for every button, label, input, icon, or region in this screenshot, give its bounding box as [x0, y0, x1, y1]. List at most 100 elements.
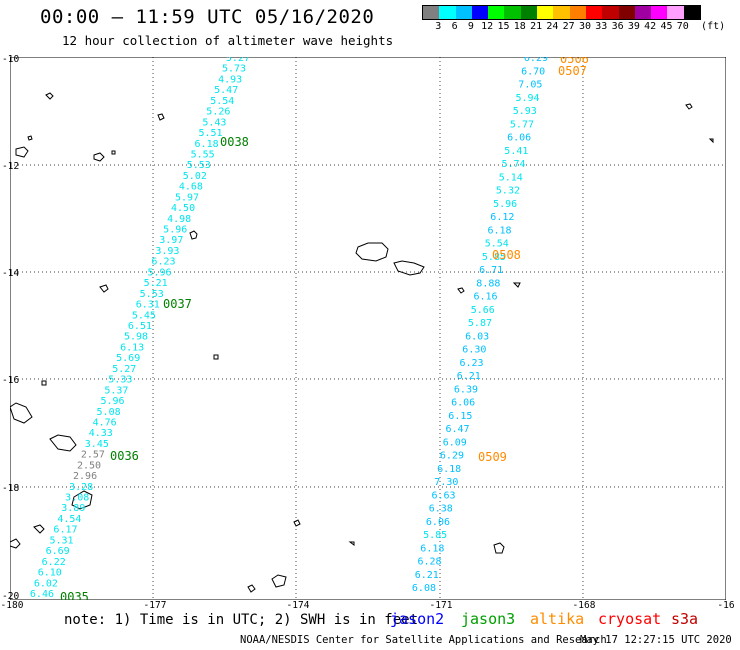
colorbar-swatch: [618, 6, 635, 19]
colorbar-unit: (ft): [701, 21, 726, 32]
wave-height-value: 5.96: [100, 396, 124, 407]
wave-height-value: 5.96: [148, 267, 172, 278]
wave-height-value: 5.77: [510, 119, 534, 130]
longitude-label: -168: [572, 600, 596, 611]
wave-height-value: 6.18: [488, 225, 512, 236]
colorbar-swatch: [504, 6, 521, 19]
wave-height-value: 6.46: [30, 589, 54, 600]
colorbar-label: 6: [451, 21, 458, 32]
wave-height-value: 6.18: [420, 543, 444, 554]
island-fiji-2: [49, 434, 77, 452]
longitude-label: -171: [429, 600, 453, 611]
island-small-9: [41, 380, 47, 386]
wave-height-value: 5.54: [485, 239, 509, 250]
pass-time-label: 0506: [560, 57, 589, 66]
wave-height-value: 7.30: [434, 477, 458, 488]
island-tonga-1: [271, 574, 287, 588]
wave-height-value: 5.43: [202, 117, 226, 128]
wave-height-value: 4.98: [167, 214, 191, 225]
colorbar-swatch: [585, 6, 603, 19]
wave-height-value: 5.51: [198, 128, 222, 139]
colorbar-swatch: [602, 6, 619, 19]
wave-height-value: 3.97: [159, 235, 183, 246]
longitude-label: -177: [143, 600, 167, 611]
island-wallis: [189, 230, 198, 240]
wave-height-value: 6.23: [460, 358, 484, 369]
wave-height-value: 6.21: [415, 570, 439, 581]
wave-height-value: 6.70: [521, 66, 545, 77]
island-fiji-4: [33, 524, 45, 534]
colorbar-labels: 3 6 9 12 15 18 21 24 27 30 33 36 39 42 45 70 (ft): [422, 21, 740, 35]
wave-height-value: 6.18: [195, 139, 219, 150]
wave-height-value: 6.23: [151, 257, 175, 268]
wave-height-value: 6.03: [465, 331, 489, 342]
pass-time-label: 0035: [60, 590, 89, 600]
island-small-10: [213, 354, 219, 360]
colorbar-swatch: [569, 6, 586, 19]
colorbar-swatch: [488, 6, 505, 19]
wave-height-value: 2.96: [73, 471, 97, 482]
pass-time-label: 0037: [163, 297, 192, 311]
pass-time-label: 0038: [220, 135, 249, 149]
coastlines: [10, 92, 714, 593]
wave-height-value: 5.32: [496, 186, 520, 197]
wave-height-value: 5.69: [116, 353, 140, 364]
island-small-11: [293, 519, 301, 527]
credit-line: NOAA/NESDIS Center for Satellite Applica…: [240, 634, 607, 646]
wave-height-value: 6.02: [34, 578, 58, 589]
wave-height-value: 5.66: [471, 305, 495, 316]
wave-height-value: 5.27: [226, 57, 250, 64]
wave-height-value: 6.71: [479, 265, 503, 276]
wave-height-value: 6.39: [454, 384, 478, 395]
wave-height-value: 6.21: [457, 371, 481, 382]
wave-height-value: 5.96: [493, 199, 517, 210]
island-small-2: [93, 152, 105, 162]
altimeter-tracks: 5.275.734.935.475.545.265.435.516.185.55…: [30, 57, 548, 600]
wave-height-value: 6.18: [437, 464, 461, 475]
island-samoa-savaii: [355, 242, 389, 262]
latitude-label: -16: [2, 375, 20, 386]
wave-height-value: 5.53: [140, 289, 164, 300]
colorbar-label: 3: [435, 21, 442, 32]
wave-height-value: 5.85: [482, 252, 506, 263]
wave-height-value: 6.29: [440, 451, 464, 462]
wave-height-value: 6.10: [38, 568, 62, 579]
colorbar-label: 15: [497, 21, 510, 32]
mission-jason2: jason2: [390, 610, 445, 628]
colorbar-label: 30: [578, 21, 592, 32]
wave-height-value: 5.41: [504, 146, 528, 157]
latitude-label: -20: [2, 591, 20, 602]
wave-height-value: 5.73: [222, 64, 246, 75]
wave-height-value: 6.29: [524, 57, 548, 64]
wave-height-value: 6.47: [446, 424, 470, 435]
wave-height-value: 3.45: [85, 439, 109, 450]
wave-height-value: 6.13: [120, 342, 144, 353]
wave-height-value: 5.26: [206, 107, 230, 118]
latitude-label: -12: [2, 161, 20, 172]
island-fiji-5: [10, 538, 21, 549]
grid-lines: [10, 57, 726, 600]
wave-height-value: 4.33: [89, 428, 113, 439]
wave-height-value: 6.51: [128, 321, 152, 332]
wave-height-value: 5.37: [104, 385, 128, 396]
mission-jason3: jason3: [461, 610, 516, 628]
colorbar-swatch: [634, 6, 652, 19]
wave-height-value: 6.12: [490, 212, 514, 223]
wave-height-value: 4.76: [93, 417, 117, 428]
colorbar: [422, 5, 702, 20]
colorbar-label: 18: [513, 21, 526, 32]
pass-time-label: 0507: [558, 64, 587, 78]
wave-height-value: 8.88: [476, 278, 500, 289]
colorbar-swatch: [455, 6, 472, 19]
wave-height-value: 5.96: [163, 225, 187, 236]
mission-altika: altika: [530, 610, 585, 628]
wave-height-value: 5.74: [502, 159, 526, 170]
island-fiji-3: [71, 490, 93, 510]
wave-height-value: 5.85: [423, 530, 447, 541]
longitude-label: -180: [0, 600, 24, 611]
island-small-13: [111, 150, 116, 155]
mission-s3a: s3a: [671, 610, 699, 628]
longitude-label: -174: [286, 600, 310, 611]
wave-height-value: 6.17: [53, 525, 77, 536]
longitude-label: -16: [717, 600, 735, 611]
